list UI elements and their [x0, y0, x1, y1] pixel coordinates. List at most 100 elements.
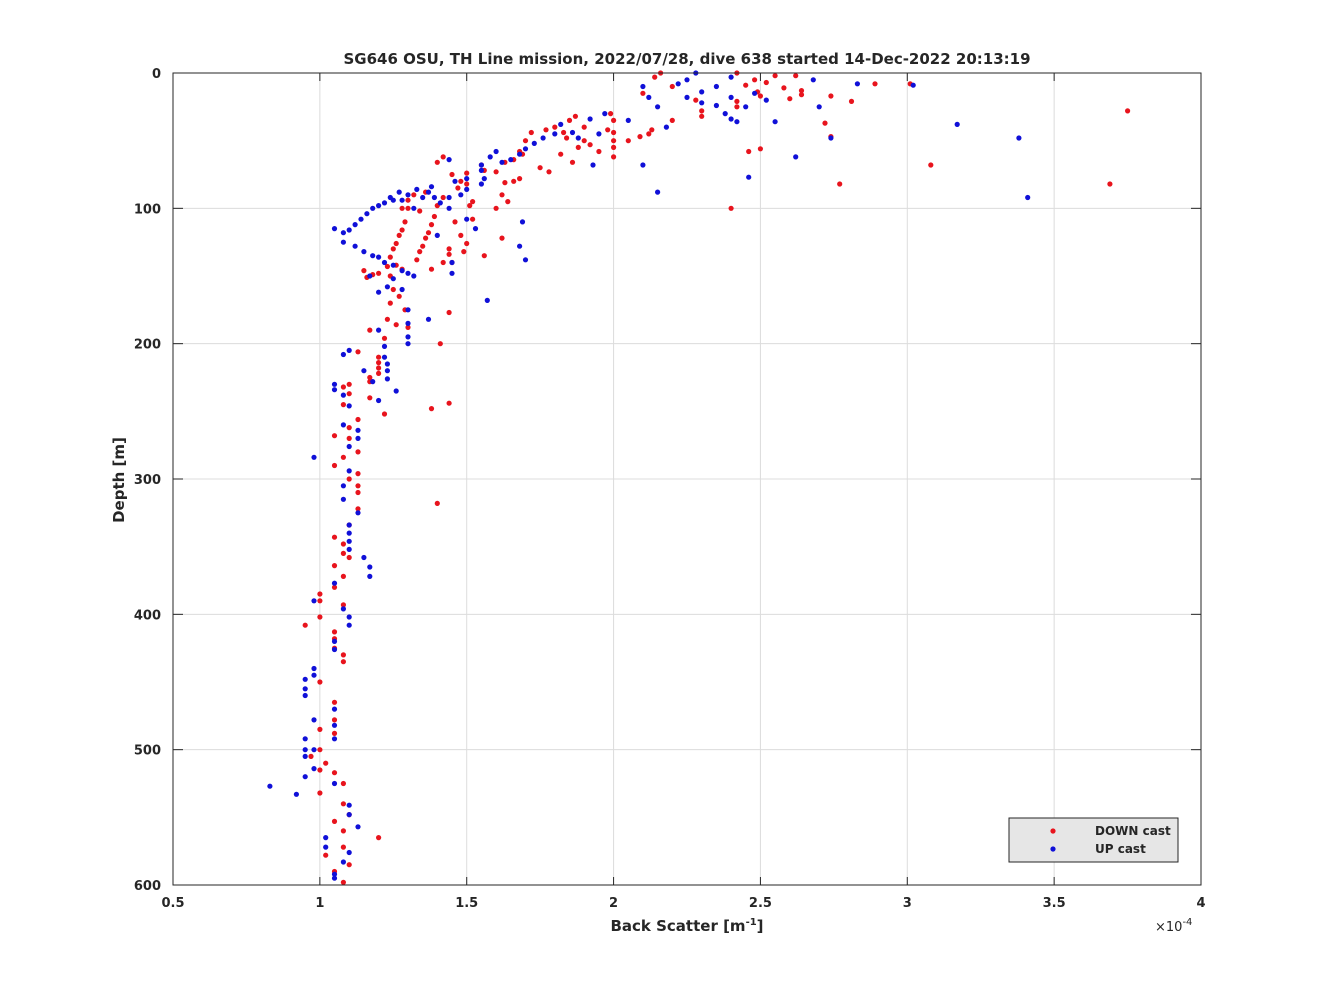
data-point	[302, 686, 308, 692]
data-point	[493, 169, 499, 175]
x-tick-label: 1	[315, 896, 324, 911]
data-point	[655, 189, 661, 195]
y-tick-label: 200	[134, 338, 161, 353]
chart-title: SG646 OSU, TH Line mission, 2022/07/28, …	[343, 50, 1030, 68]
data-point	[484, 297, 490, 303]
data-point	[396, 189, 402, 195]
data-point	[455, 185, 461, 191]
data-point	[393, 322, 399, 328]
data-point	[355, 449, 361, 455]
data-point	[848, 98, 855, 104]
x-axis-label-sup: -1	[746, 917, 757, 928]
data-point	[464, 176, 470, 182]
data-point	[693, 97, 699, 103]
data-point	[346, 538, 352, 544]
data-point	[569, 159, 576, 165]
data-point	[376, 397, 382, 404]
y-tick-label: 0	[152, 67, 161, 82]
data-point	[331, 706, 338, 712]
data-point	[669, 83, 675, 90]
data-point	[331, 462, 338, 469]
data-point	[640, 83, 646, 90]
data-point	[340, 496, 346, 502]
data-point	[772, 119, 778, 125]
data-point	[311, 598, 317, 604]
data-point	[699, 89, 705, 95]
data-point	[381, 259, 388, 266]
x-tick-label: 3.5	[1043, 896, 1066, 911]
data-point	[699, 100, 705, 106]
y-axis-label: Depth [m]	[110, 437, 128, 523]
data-point	[499, 235, 505, 241]
data-point	[502, 180, 508, 186]
data-point	[417, 208, 423, 214]
data-point	[340, 879, 346, 885]
data-point	[522, 146, 529, 152]
data-point	[566, 117, 573, 123]
data-point	[458, 178, 464, 184]
data-point	[464, 186, 470, 192]
data-point	[499, 159, 505, 165]
data-point	[420, 194, 426, 201]
data-point	[405, 341, 411, 347]
data-point	[655, 104, 661, 110]
data-point	[517, 243, 523, 249]
data-point	[340, 828, 346, 834]
data-point	[590, 162, 596, 168]
data-point	[464, 181, 470, 187]
data-point	[493, 205, 499, 211]
data-point	[569, 129, 576, 136]
data-point	[505, 199, 511, 205]
data-point	[752, 77, 758, 83]
data-point	[625, 138, 631, 144]
data-point	[522, 138, 529, 144]
data-point	[302, 622, 308, 628]
ticks: 0.5 1 1.5 2 2.5 3 3.5 4 0 100 200 300 400 500 600	[134, 67, 1206, 911]
data-point	[340, 801, 346, 807]
data-point	[417, 249, 423, 255]
data-point	[352, 222, 358, 228]
data-point	[302, 747, 308, 753]
data-point	[414, 257, 420, 263]
data-point	[317, 598, 323, 604]
data-point	[446, 246, 452, 252]
data-point	[340, 454, 346, 460]
data-point	[425, 230, 432, 236]
data-point	[611, 154, 617, 160]
data-point	[640, 162, 646, 168]
data-point	[331, 780, 338, 787]
data-point	[440, 194, 446, 201]
data-point	[355, 435, 361, 441]
data-point	[910, 82, 916, 88]
data-point	[928, 162, 934, 168]
data-point	[387, 300, 393, 306]
data-point	[572, 113, 579, 119]
data-point	[340, 602, 346, 608]
x-tick-label: 2.5	[749, 896, 772, 911]
data-point	[763, 79, 769, 86]
data-point	[467, 203, 473, 209]
data-point	[669, 117, 675, 123]
data-point	[434, 500, 440, 506]
data-point	[428, 406, 435, 412]
data-point	[323, 835, 329, 841]
data-point	[340, 659, 346, 665]
data-point	[346, 443, 352, 450]
data-point	[355, 483, 361, 489]
data-point	[728, 205, 734, 211]
data-point	[317, 614, 323, 620]
data-point	[757, 146, 764, 152]
data-point	[367, 273, 373, 279]
data-point	[361, 368, 367, 374]
data-point	[828, 135, 834, 141]
data-point	[387, 254, 393, 260]
data-point	[340, 541, 346, 547]
data-point	[376, 835, 382, 841]
data-point	[437, 200, 443, 206]
data-point	[446, 205, 452, 211]
legend-marker-up-cast	[1050, 846, 1056, 852]
x-multiplier: ×10-4	[1155, 917, 1192, 935]
data-point	[384, 361, 390, 367]
data-point	[602, 111, 608, 117]
data-point	[561, 129, 567, 136]
